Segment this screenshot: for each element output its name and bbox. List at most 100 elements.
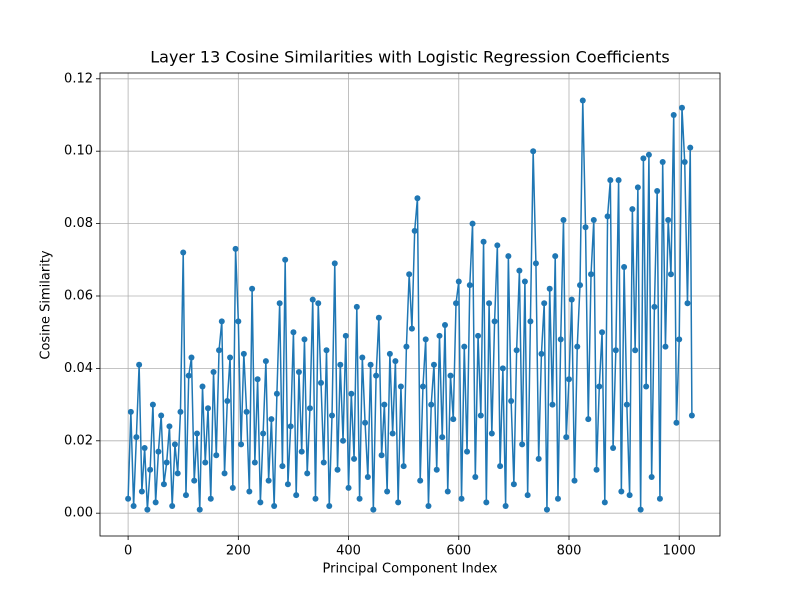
data-point	[480, 238, 487, 245]
data-point	[306, 405, 313, 412]
data-point	[295, 369, 302, 376]
data-point	[293, 492, 300, 499]
y-tick-label: 0.00	[64, 506, 93, 521]
y-tick-label: 0.02	[64, 433, 93, 448]
data-point	[637, 506, 644, 513]
data-point	[596, 383, 603, 390]
data-point	[543, 506, 550, 513]
chart-title: Layer 13 Cosine Similarities with Logist…	[150, 48, 670, 67]
data-point	[373, 372, 380, 379]
data-point	[337, 361, 344, 368]
data-point	[367, 361, 374, 368]
data-point	[188, 354, 195, 361]
data-point	[665, 216, 672, 223]
data-point	[353, 303, 360, 310]
data-point	[472, 473, 479, 480]
data-point	[216, 347, 223, 354]
data-point	[461, 343, 468, 350]
data-point	[428, 401, 435, 408]
data-point	[125, 495, 132, 502]
data-point	[182, 492, 189, 499]
data-point	[530, 148, 537, 155]
data-point	[684, 300, 691, 307]
data-point	[483, 499, 490, 506]
data-point	[687, 144, 694, 151]
data-point	[505, 253, 512, 260]
data-point	[659, 159, 666, 166]
data-point	[615, 177, 622, 184]
data-point	[458, 495, 465, 502]
data-point	[155, 448, 162, 455]
data-point	[618, 488, 625, 495]
data-point	[554, 495, 561, 502]
data-point	[364, 473, 371, 480]
data-point	[240, 350, 247, 357]
data-point	[475, 332, 482, 339]
data-line	[127, 99, 693, 511]
x-tick-label: 1000	[663, 544, 696, 559]
data-point	[386, 350, 393, 357]
data-point	[574, 343, 581, 350]
data-point	[317, 379, 324, 386]
data-point	[527, 318, 534, 325]
y-tick-label: 0.12	[64, 71, 93, 86]
data-point	[593, 466, 600, 473]
data-point	[282, 256, 289, 263]
data-point	[610, 445, 617, 452]
data-point	[323, 347, 330, 354]
x-tick-label: 400	[336, 544, 361, 559]
data-point	[144, 506, 151, 513]
data-point	[414, 195, 421, 202]
data-point	[265, 477, 272, 484]
data-point	[218, 318, 225, 325]
data-point	[436, 332, 443, 339]
data-point	[268, 416, 275, 423]
data-point	[177, 408, 184, 415]
data-point	[676, 336, 683, 343]
data-point	[271, 502, 278, 509]
data-point	[340, 437, 347, 444]
data-point	[207, 495, 214, 502]
data-point	[524, 492, 531, 499]
data-point	[191, 477, 198, 484]
data-point	[582, 224, 589, 231]
data-point	[497, 463, 504, 470]
data-point	[464, 448, 471, 455]
data-point	[254, 376, 261, 383]
data-point	[389, 430, 396, 437]
data-point	[590, 216, 597, 223]
data-point	[466, 282, 473, 289]
data-point	[565, 376, 572, 383]
data-point	[439, 434, 446, 441]
data-point	[224, 397, 231, 404]
data-point	[640, 155, 647, 162]
data-point	[571, 477, 578, 484]
data-point	[395, 499, 402, 506]
data-point	[370, 506, 377, 513]
data-point	[516, 267, 523, 274]
data-point	[654, 188, 661, 195]
data-point	[651, 303, 658, 310]
data-point	[453, 300, 460, 307]
data-point	[469, 220, 476, 227]
data-point	[342, 332, 349, 339]
data-point	[273, 390, 280, 397]
data-point	[510, 481, 517, 488]
data-point	[541, 300, 548, 307]
data-point	[634, 184, 641, 191]
data-point	[563, 434, 570, 441]
data-point	[213, 452, 220, 459]
data-point	[508, 397, 515, 404]
data-point	[290, 329, 297, 336]
data-point	[400, 463, 407, 470]
data-point	[378, 452, 385, 459]
data-point	[422, 336, 429, 343]
data-point	[632, 347, 639, 354]
data-point	[546, 285, 553, 292]
data-point	[133, 434, 140, 441]
data-point	[196, 506, 203, 513]
data-point	[384, 488, 391, 495]
data-point	[229, 484, 236, 491]
data-point	[560, 216, 567, 223]
